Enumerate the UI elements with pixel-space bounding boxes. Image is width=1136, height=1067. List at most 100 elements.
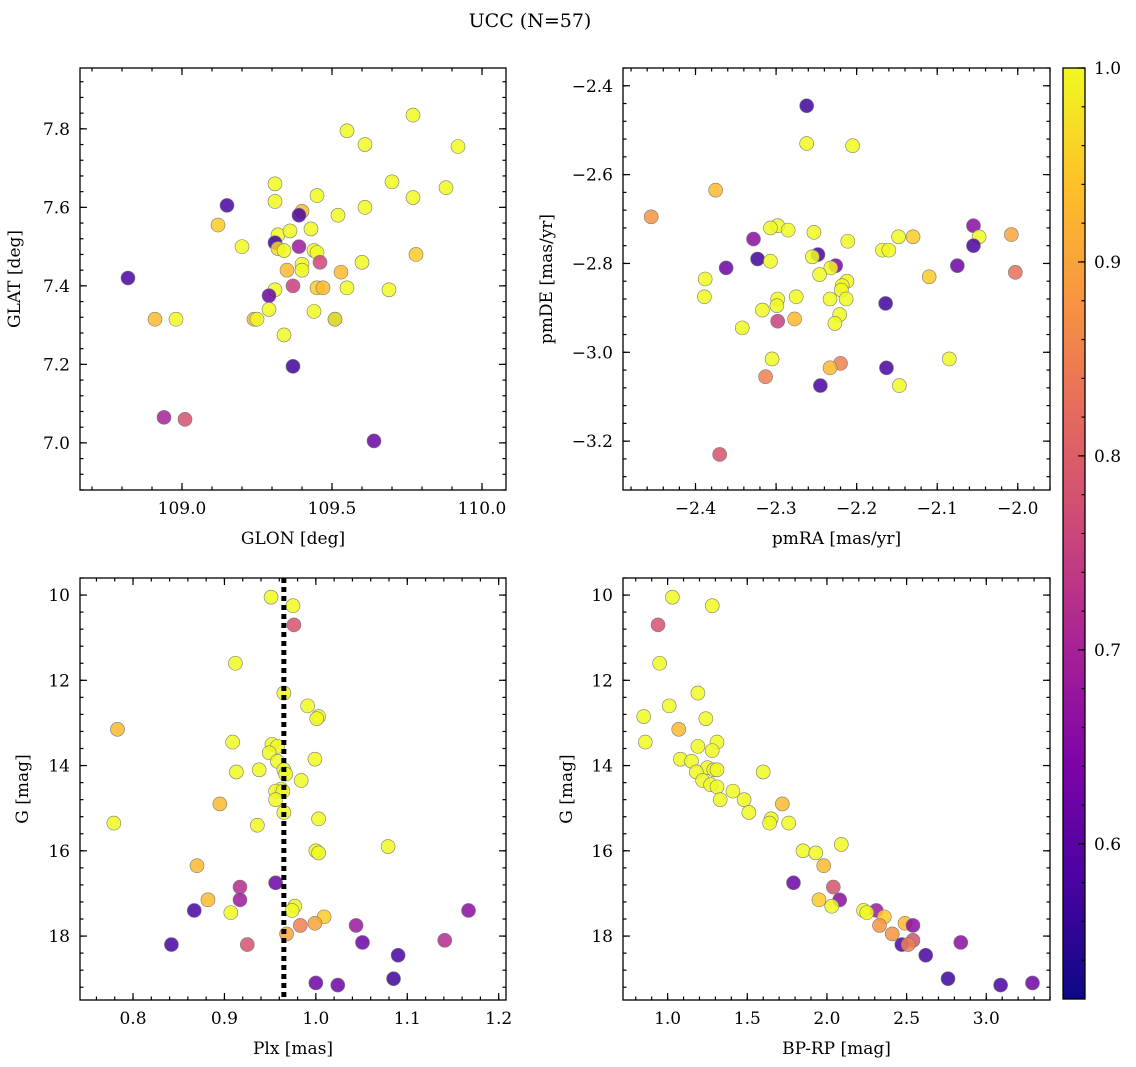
data-point xyxy=(315,280,331,296)
data-point xyxy=(918,947,934,963)
y-tick-label: −3.0 xyxy=(572,343,613,363)
data-point xyxy=(339,123,355,139)
data-point xyxy=(267,194,283,209)
data-point xyxy=(461,903,476,918)
x-tick-label: 1.0 xyxy=(654,1009,681,1029)
data-point xyxy=(755,764,771,780)
data-point xyxy=(306,304,322,319)
y-tick-label: 10 xyxy=(48,586,70,606)
data-point xyxy=(755,302,770,318)
data-point xyxy=(223,905,239,920)
data-point xyxy=(826,879,841,895)
data-point xyxy=(845,138,860,154)
data-point xyxy=(718,260,734,276)
colorbar-tick-label: 0.8 xyxy=(1094,447,1121,467)
data-point xyxy=(330,207,346,223)
x-axis-label: BP-RP [mag] xyxy=(782,1039,891,1059)
data-point xyxy=(900,937,916,952)
data-point xyxy=(189,858,205,874)
data-point xyxy=(690,685,706,701)
data-point xyxy=(697,289,712,305)
x-tick-label: 1.5 xyxy=(734,1009,761,1029)
data-point xyxy=(822,291,838,307)
data-point xyxy=(905,918,921,933)
data-point xyxy=(878,296,893,311)
data-point xyxy=(940,971,956,986)
data-point xyxy=(261,288,277,303)
data-point xyxy=(833,837,849,852)
data-point xyxy=(390,947,406,963)
data-point xyxy=(884,926,900,942)
data-point xyxy=(228,655,243,671)
x-tick-label: 1.1 xyxy=(394,1009,421,1029)
data-point xyxy=(276,327,292,343)
x-tick-label: −2.4 xyxy=(675,499,716,519)
data-point xyxy=(357,200,373,215)
x-tick-label: −2.2 xyxy=(836,499,877,519)
y-tick-label: 16 xyxy=(591,842,613,862)
x-tick-label: 2.5 xyxy=(893,1009,920,1029)
data-point xyxy=(652,655,667,671)
data-point xyxy=(650,617,666,633)
data-point xyxy=(309,188,325,203)
data-point xyxy=(156,410,172,425)
y-tick-label: −2.8 xyxy=(572,254,613,274)
data-point xyxy=(872,918,887,933)
data-point xyxy=(450,139,466,154)
y-axis-label: GLAT [deg] xyxy=(5,230,25,328)
data-point xyxy=(294,262,310,278)
data-point xyxy=(671,722,687,737)
data-point xyxy=(276,243,292,258)
data-point xyxy=(234,239,250,254)
data-point xyxy=(805,249,820,265)
data-point xyxy=(813,378,828,393)
data-point xyxy=(291,239,307,254)
data-point xyxy=(200,892,216,908)
x-tick-label: −2.0 xyxy=(997,499,1038,519)
data-point xyxy=(229,764,244,780)
y-tick-label: 7.2 xyxy=(43,355,70,375)
data-point xyxy=(268,792,283,807)
y-tick-label: 14 xyxy=(591,757,613,777)
data-point xyxy=(307,915,323,931)
data-point xyxy=(993,977,1008,993)
data-point xyxy=(312,255,328,270)
data-point xyxy=(438,180,454,196)
data-point xyxy=(741,805,757,820)
data-point xyxy=(709,762,725,778)
data-point xyxy=(1025,975,1040,991)
colorbar: 0.6 0.7 0.8 0.9 1.0 xyxy=(1062,59,1121,1000)
data-point xyxy=(251,762,267,778)
data-point xyxy=(661,698,677,714)
data-point xyxy=(330,977,346,993)
data-point xyxy=(764,351,780,367)
data-point xyxy=(643,209,659,225)
data-point xyxy=(787,311,802,327)
x-tick-label: 0.8 xyxy=(119,1009,146,1029)
y-tick-label: 12 xyxy=(48,671,70,691)
data-point xyxy=(261,302,277,317)
data-point xyxy=(232,892,248,908)
axes-frame xyxy=(79,67,507,491)
data-point xyxy=(333,264,349,280)
data-point xyxy=(307,751,323,767)
data-point xyxy=(293,918,308,933)
data-point xyxy=(405,107,421,123)
data-point xyxy=(697,271,713,287)
y-tick-label: 10 xyxy=(591,586,613,606)
data-point xyxy=(838,291,854,307)
y-tick-label: −2.4 xyxy=(572,77,613,97)
data-point xyxy=(763,253,778,269)
panel-plx-g: 0.8 0.9 1.0 1.1 1.2 10 12 14 16 18 Plx [mas] G [mag… xyxy=(13,577,512,1059)
data-point xyxy=(282,223,298,239)
y-axis-label: G [mag] xyxy=(557,754,577,823)
data-point xyxy=(357,137,373,152)
panel-pmra-pmde: −2.4 −2.3 −2.2 −2.1 −2.0 −3.2 −3.0 −2.8 −2.6 −2.4… xyxy=(537,67,1051,549)
y-axis-label: pmDE [mas/yr] xyxy=(537,214,557,344)
data-point xyxy=(293,773,309,788)
data-point xyxy=(250,817,265,833)
data-point xyxy=(881,242,897,258)
data-point xyxy=(1008,265,1023,280)
x-axis-label: Plx [mas] xyxy=(253,1039,333,1059)
colorbar-tick-label: 0.7 xyxy=(1094,641,1121,661)
